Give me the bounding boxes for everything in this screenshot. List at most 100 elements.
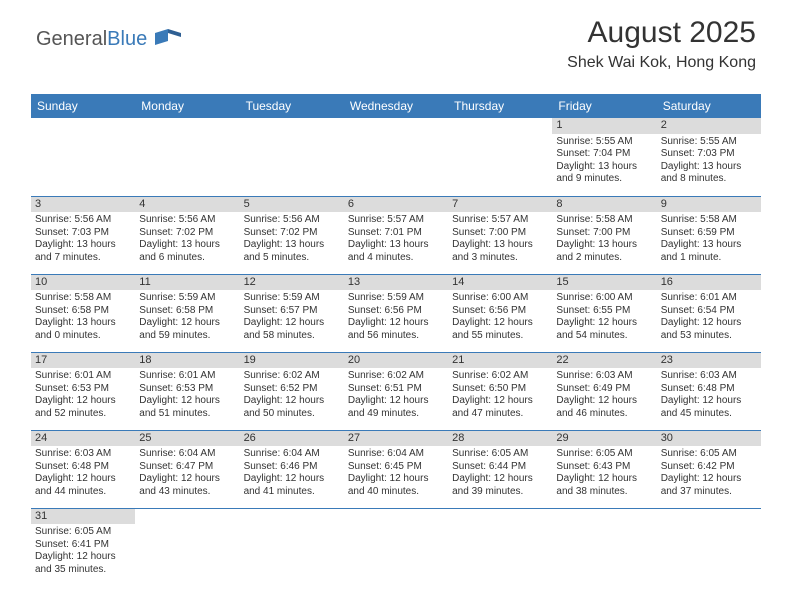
calendar-cell — [240, 508, 344, 586]
sunset-text: Sunset: 6:48 PM — [661, 383, 757, 396]
daylight-text: Daylight: 12 hours and 52 minutes. — [35, 395, 131, 420]
day-info: Sunrise: 6:00 AMSunset: 6:55 PMDaylight:… — [556, 292, 652, 342]
calendar-cell — [448, 118, 552, 196]
sunrise-text: Sunrise: 6:01 AM — [139, 370, 235, 383]
sunset-text: Sunset: 6:58 PM — [35, 305, 131, 318]
sunset-text: Sunset: 7:03 PM — [35, 227, 131, 240]
sunset-text: Sunset: 7:03 PM — [661, 148, 757, 161]
calendar-cell: 27Sunrise: 6:04 AMSunset: 6:45 PMDayligh… — [344, 430, 448, 508]
sunset-text: Sunset: 6:57 PM — [244, 305, 340, 318]
calendar-cell: 16Sunrise: 6:01 AMSunset: 6:54 PMDayligh… — [657, 274, 761, 352]
day-header-row: Sunday Monday Tuesday Wednesday Thursday… — [31, 94, 761, 118]
sunset-text: Sunset: 6:56 PM — [348, 305, 444, 318]
calendar-cell: 17Sunrise: 6:01 AMSunset: 6:53 PMDayligh… — [31, 352, 135, 430]
header-monday: Monday — [135, 94, 239, 118]
flag-icon — [155, 28, 181, 51]
sunset-text: Sunset: 6:47 PM — [139, 461, 235, 474]
daylight-text: Daylight: 13 hours and 2 minutes. — [556, 239, 652, 264]
daylight-text: Daylight: 12 hours and 35 minutes. — [35, 551, 131, 576]
daylight-text: Daylight: 12 hours and 44 minutes. — [35, 473, 131, 498]
sunrise-text: Sunrise: 5:59 AM — [139, 292, 235, 305]
day-info: Sunrise: 5:59 AMSunset: 6:56 PMDaylight:… — [348, 292, 444, 342]
sunrise-text: Sunrise: 6:00 AM — [556, 292, 652, 305]
sunrise-text: Sunrise: 5:55 AM — [556, 136, 652, 149]
calendar-cell — [344, 118, 448, 196]
day-number: 10 — [31, 275, 135, 291]
day-number: 25 — [135, 431, 239, 447]
calendar-cell: 13Sunrise: 5:59 AMSunset: 6:56 PMDayligh… — [344, 274, 448, 352]
sunset-text: Sunset: 6:43 PM — [556, 461, 652, 474]
day-info: Sunrise: 6:05 AMSunset: 6:41 PMDaylight:… — [35, 526, 131, 576]
sunrise-text: Sunrise: 6:05 AM — [556, 448, 652, 461]
day-info: Sunrise: 6:05 AMSunset: 6:43 PMDaylight:… — [556, 448, 652, 498]
calendar-table: Sunday Monday Tuesday Wednesday Thursday… — [31, 94, 761, 586]
day-number: 7 — [448, 197, 552, 213]
calendar-cell: 29Sunrise: 6:05 AMSunset: 6:43 PMDayligh… — [552, 430, 656, 508]
daylight-text: Daylight: 12 hours and 39 minutes. — [452, 473, 548, 498]
day-info: Sunrise: 5:56 AMSunset: 7:02 PMDaylight:… — [244, 214, 340, 264]
header-saturday: Saturday — [657, 94, 761, 118]
day-number: 2 — [657, 118, 761, 134]
sunset-text: Sunset: 7:01 PM — [348, 227, 444, 240]
logo: GeneralBlue — [36, 28, 181, 51]
calendar-cell — [552, 508, 656, 586]
day-info: Sunrise: 6:00 AMSunset: 6:56 PMDaylight:… — [452, 292, 548, 342]
calendar-cell: 18Sunrise: 6:01 AMSunset: 6:53 PMDayligh… — [135, 352, 239, 430]
calendar-cell: 3Sunrise: 5:56 AMSunset: 7:03 PMDaylight… — [31, 196, 135, 274]
sunrise-text: Sunrise: 6:01 AM — [35, 370, 131, 383]
header-wednesday: Wednesday — [344, 94, 448, 118]
daylight-text: Daylight: 13 hours and 5 minutes. — [244, 239, 340, 264]
daylight-text: Daylight: 12 hours and 49 minutes. — [348, 395, 444, 420]
sunset-text: Sunset: 6:42 PM — [661, 461, 757, 474]
calendar-cell: 7Sunrise: 5:57 AMSunset: 7:00 PMDaylight… — [448, 196, 552, 274]
calendar-cell: 12Sunrise: 5:59 AMSunset: 6:57 PMDayligh… — [240, 274, 344, 352]
calendar-cell: 28Sunrise: 6:05 AMSunset: 6:44 PMDayligh… — [448, 430, 552, 508]
sunset-text: Sunset: 6:51 PM — [348, 383, 444, 396]
day-info: Sunrise: 5:57 AMSunset: 7:01 PMDaylight:… — [348, 214, 444, 264]
daylight-text: Daylight: 12 hours and 56 minutes. — [348, 317, 444, 342]
sunrise-text: Sunrise: 6:02 AM — [348, 370, 444, 383]
day-number: 8 — [552, 197, 656, 213]
sunrise-text: Sunrise: 5:57 AM — [348, 214, 444, 227]
day-number: 20 — [344, 353, 448, 369]
day-info: Sunrise: 5:56 AMSunset: 7:03 PMDaylight:… — [35, 214, 131, 264]
sunset-text: Sunset: 6:59 PM — [661, 227, 757, 240]
day-info: Sunrise: 6:04 AMSunset: 6:47 PMDaylight:… — [139, 448, 235, 498]
calendar-cell: 2Sunrise: 5:55 AMSunset: 7:03 PMDaylight… — [657, 118, 761, 196]
sunrise-text: Sunrise: 6:01 AM — [661, 292, 757, 305]
sunrise-text: Sunrise: 5:58 AM — [35, 292, 131, 305]
sunset-text: Sunset: 7:02 PM — [139, 227, 235, 240]
sunset-text: Sunset: 6:46 PM — [244, 461, 340, 474]
header: GeneralBlue August 2025 Shek Wai Kok, Ho… — [0, 0, 792, 94]
day-number: 15 — [552, 275, 656, 291]
logo-text-2: Blue — [107, 28, 147, 50]
sunset-text: Sunset: 7:04 PM — [556, 148, 652, 161]
sunset-text: Sunset: 6:56 PM — [452, 305, 548, 318]
calendar-cell — [135, 118, 239, 196]
calendar-week: 24Sunrise: 6:03 AMSunset: 6:48 PMDayligh… — [31, 430, 761, 508]
day-info: Sunrise: 6:02 AMSunset: 6:52 PMDaylight:… — [244, 370, 340, 420]
daylight-text: Daylight: 12 hours and 53 minutes. — [661, 317, 757, 342]
day-info: Sunrise: 5:59 AMSunset: 6:57 PMDaylight:… — [244, 292, 340, 342]
daylight-text: Daylight: 13 hours and 9 minutes. — [556, 161, 652, 186]
day-number: 6 — [344, 197, 448, 213]
day-info: Sunrise: 6:01 AMSunset: 6:53 PMDaylight:… — [35, 370, 131, 420]
header-thursday: Thursday — [448, 94, 552, 118]
page-title: August 2025 — [588, 16, 756, 50]
calendar-cell: 21Sunrise: 6:02 AMSunset: 6:50 PMDayligh… — [448, 352, 552, 430]
sunset-text: Sunset: 6:41 PM — [35, 539, 131, 552]
day-info: Sunrise: 6:03 AMSunset: 6:49 PMDaylight:… — [556, 370, 652, 420]
sunrise-text: Sunrise: 6:03 AM — [35, 448, 131, 461]
calendar-week: 1Sunrise: 5:55 AMSunset: 7:04 PMDaylight… — [31, 118, 761, 196]
sunrise-text: Sunrise: 5:58 AM — [556, 214, 652, 227]
calendar-cell — [31, 118, 135, 196]
daylight-text: Daylight: 12 hours and 43 minutes. — [139, 473, 235, 498]
sunset-text: Sunset: 6:45 PM — [348, 461, 444, 474]
daylight-text: Daylight: 13 hours and 7 minutes. — [35, 239, 131, 264]
header-tuesday: Tuesday — [240, 94, 344, 118]
calendar-cell: 30Sunrise: 6:05 AMSunset: 6:42 PMDayligh… — [657, 430, 761, 508]
calendar-week: 10Sunrise: 5:58 AMSunset: 6:58 PM Dayligh… — [31, 274, 761, 352]
calendar-cell: 11Sunrise: 5:59 AMSunset: 6:58 PMDayligh… — [135, 274, 239, 352]
sunrise-text: Sunrise: 6:03 AM — [556, 370, 652, 383]
calendar-cell: 19Sunrise: 6:02 AMSunset: 6:52 PMDayligh… — [240, 352, 344, 430]
